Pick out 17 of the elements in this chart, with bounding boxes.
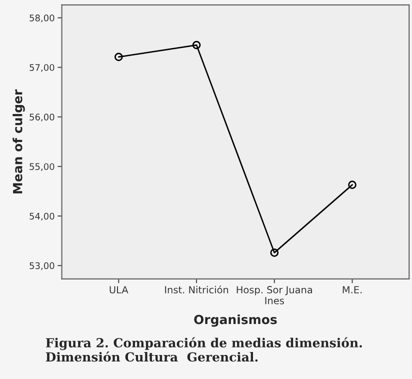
point bbox=[114, 52, 123, 62]
y-axis-title: Mean of culger bbox=[12, 89, 25, 194]
point bbox=[192, 40, 201, 50]
x-axis-title: Organismos bbox=[194, 314, 277, 327]
text: Figura 2. Comparación de medias dimensión. Dimensión Cultura Gerencial. bbox=[46, 337, 362, 362]
x-tick-label: Inst. Nitrición bbox=[165, 286, 228, 294]
x-tick-label: M.E. bbox=[342, 286, 362, 294]
point bbox=[348, 180, 356, 189]
y-tick-label: 55,00 bbox=[30, 163, 54, 171]
y-tick-label: 56,00 bbox=[30, 114, 54, 122]
x-tick-label: Hosp. Sor Juana Ines bbox=[236, 286, 312, 304]
y-tick-label: 58,00 bbox=[30, 14, 54, 22]
y-tick-label: 54,00 bbox=[30, 212, 54, 220]
point bbox=[270, 248, 279, 257]
x-tick-label: ULA bbox=[110, 286, 128, 294]
y-tick-label: 53,00 bbox=[30, 262, 54, 270]
y-tick-label: 57,00 bbox=[30, 64, 54, 72]
